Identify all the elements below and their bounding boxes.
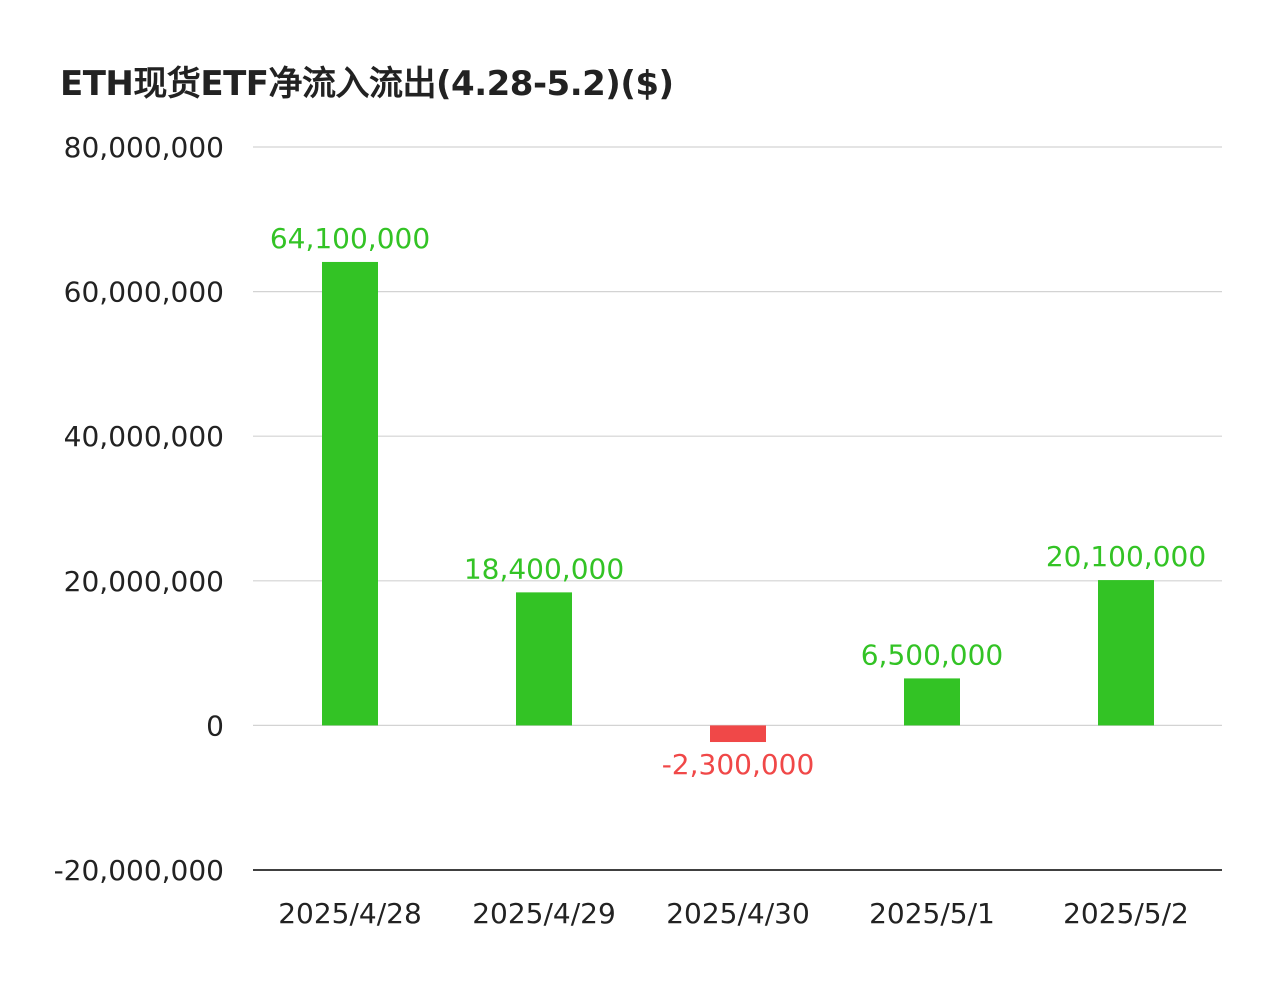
data-label: 6,500,000 <box>861 638 1004 671</box>
x-tick-label: 2025/5/1 <box>869 897 995 930</box>
bar-2025-5-2 <box>1098 580 1154 726</box>
bar-2025-4-30 <box>710 725 766 743</box>
x-tick-label: 2025/4/28 <box>278 897 422 930</box>
data-labels: 64,100,000 18,400,000 -2,300,000 6,500,000 2… <box>270 222 1206 781</box>
x-tick-label: 2025/4/29 <box>472 897 616 930</box>
gridlines <box>253 146 1222 871</box>
data-label: 20,100,000 <box>1046 540 1206 573</box>
x-tick-label: 2025/4/30 <box>666 897 810 930</box>
bar-2025-4-29 <box>516 592 572 726</box>
data-label: -2,300,000 <box>662 748 815 781</box>
y-tick-label: 20,000,000 <box>64 565 224 598</box>
x-axis-ticks: 2025/4/28 2025/4/29 2025/4/30 2025/5/1 2025/… <box>278 897 1189 930</box>
x-tick-label: 2025/5/2 <box>1063 897 1189 930</box>
y-tick-label: -20,000,000 <box>54 854 224 887</box>
y-tick-label: 0 <box>206 709 224 742</box>
y-tick-label: 60,000,000 <box>64 276 224 309</box>
bars <box>322 261 1154 743</box>
bar-2025-5-1 <box>904 678 960 726</box>
data-label: 64,100,000 <box>270 222 430 255</box>
y-tick-label: 80,000,000 <box>64 131 224 164</box>
y-tick-label: 40,000,000 <box>64 420 224 453</box>
data-label: 18,400,000 <box>464 552 624 585</box>
y-axis-ticks: 80,000,000 60,000,000 40,000,000 20,000,000… <box>54 131 224 887</box>
bar-2025-4-28 <box>322 261 378 726</box>
chart-title: ETH现货ETF净流入流出(4.28-5.2)($) <box>60 64 674 104</box>
